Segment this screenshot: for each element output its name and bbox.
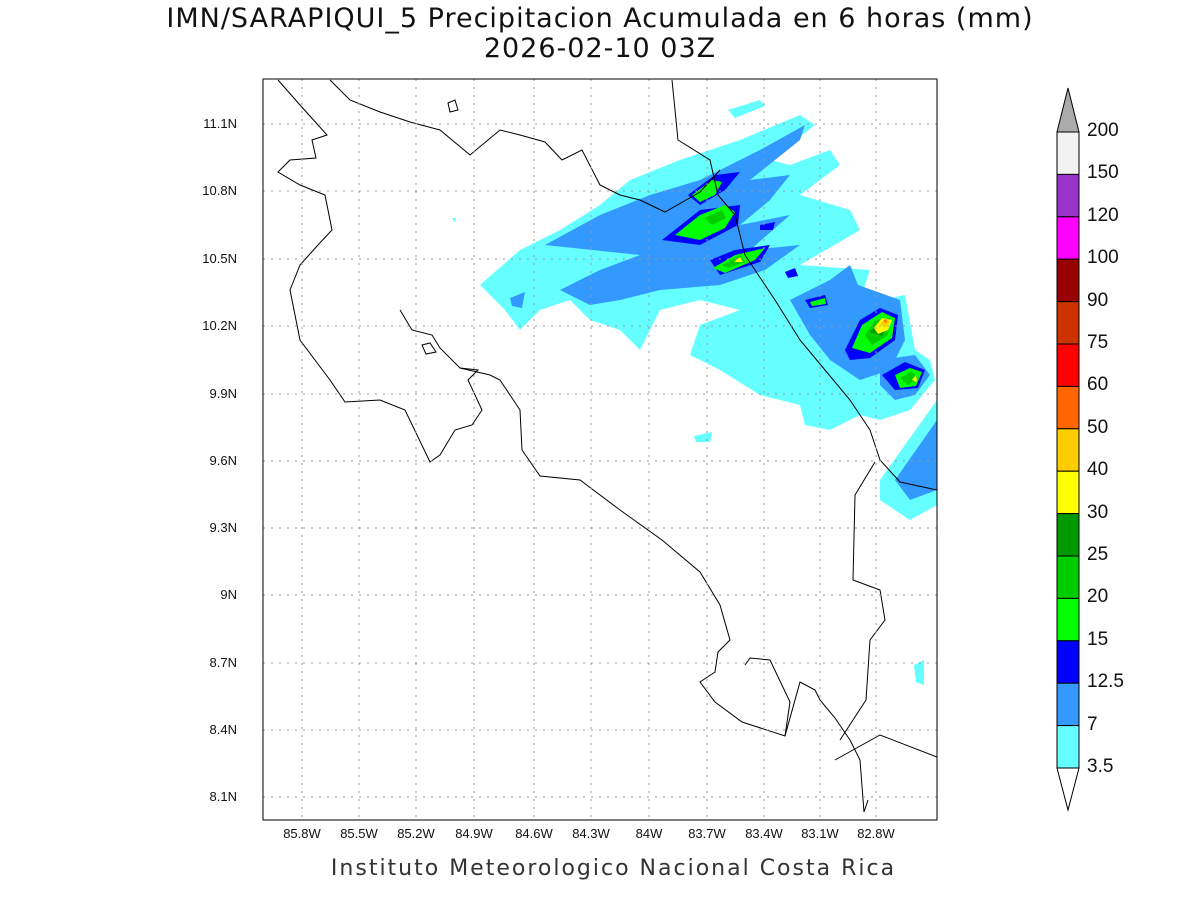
map-subtitle: 2026-02-10 03Z [483,33,717,64]
colorbar-label: 120 [1087,204,1119,226]
colorbar-label: 7 [1087,713,1098,735]
colorbar-label: 3.5 [1087,756,1114,777]
colorbar-label: 12.5 [1087,671,1124,693]
colorbar-swatch [1056,597,1080,642]
lon-tick-label: 85.8W [283,826,321,841]
colorbar-swatch [1056,173,1080,218]
colorbar-label: 20 [1087,586,1109,608]
lat-tick-label: 9.3N [209,520,237,535]
colorbar-swatch [1056,725,1080,769]
colorbar-swatch [1056,301,1080,345]
colorbar-label: 150 [1087,162,1119,184]
lon-tick-label: 83.7W [688,826,726,841]
colorbar-label: 50 [1087,416,1109,438]
colorbar-swatch [1056,428,1080,472]
colorbar-label: 15 [1087,628,1109,650]
colorbar-label: 200 [1087,120,1119,141]
colorbar-swatch [1056,470,1080,515]
colorbar-over-triangle [1056,87,1080,133]
lat-tick-label: 9N [220,587,237,602]
coastlines [277,79,937,813]
colorbar-swatch [1056,385,1080,430]
colorbar-label: 75 [1087,332,1109,353]
colorbar-label: 90 [1087,289,1109,311]
colorbar-swatch [1056,343,1080,387]
lon-tick-label: 85.5W [340,826,378,841]
lat-tick-label: 10.8N [202,183,237,198]
lat-tick-label: 10.5N [202,251,237,266]
colorbar-swatch [1056,258,1080,303]
colorbar-swatch [1056,131,1080,175]
graticule [263,79,937,820]
lat-tick-label: 10.2N [202,318,237,333]
precipitation-field [277,79,937,813]
lat-tick-label: 11.1N [203,116,237,131]
colorbar-swatch [1056,640,1080,684]
lon-tick-label: 83.1W [801,826,839,841]
map-frame [262,78,938,821]
lat-tick-label: 9.9N [209,386,237,401]
colorbar-label: 30 [1087,501,1109,523]
colorbar-label: 25 [1087,544,1109,565]
colorbar-swatch [1056,682,1080,727]
colorbar-swatch [1056,513,1080,557]
lon-tick-label: 84.3W [572,826,610,841]
lat-tick-label: 8.7N [209,655,237,670]
lat-tick-label: 8.1N [209,789,237,804]
colorbar-label: 100 [1087,247,1119,269]
precip-30-50 [734,257,917,382]
colorbar-swatch [1056,216,1080,260]
lon-tick-label: 85.2W [397,826,435,841]
colorbar-under-triangle [1056,767,1080,812]
lon-tick-label: 84.9W [455,826,493,841]
colorbar-label: 40 [1087,459,1109,481]
footer-credit: Instituto Meteorologico Nacional Costa R… [330,856,897,881]
lon-tick-label: 84W [635,826,663,841]
lat-tick-label: 8.4N [209,722,237,737]
colorbar-swatch [1056,555,1080,599]
lon-tick-label: 82.8W [857,826,895,841]
colorbar-label: 60 [1087,374,1109,396]
lon-tick-label: 83.4W [745,826,783,841]
map-title: IMN/SARAPIQUI_5 Precipitacion Acumulada … [166,3,1034,34]
lat-tick-label: 9.6N [209,453,237,468]
lon-tick-label: 84.6W [515,826,553,841]
colorbar [1056,87,1080,812]
